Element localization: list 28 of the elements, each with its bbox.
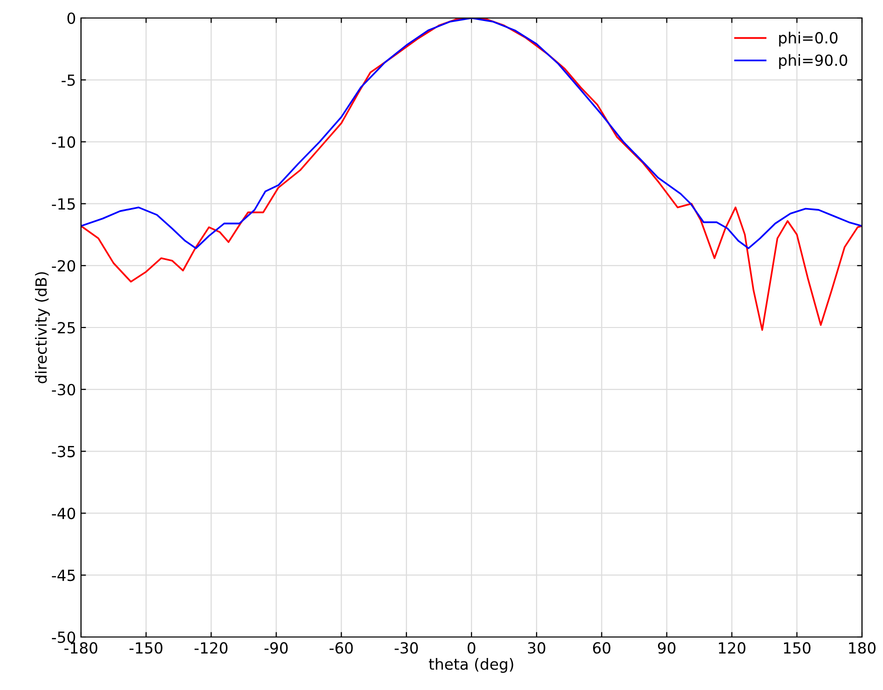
x-tick-label: -150	[129, 642, 162, 654]
x-tick-label: -120	[194, 642, 228, 654]
y-tick-label: -15	[52, 198, 75, 210]
x-axis-title: theta (deg)	[428, 658, 514, 673]
x-tick-label: 0	[468, 642, 476, 654]
x-tick-label: 90	[658, 642, 676, 654]
y-tick-label: -40	[52, 508, 76, 520]
x-tick-label: -60	[330, 642, 353, 654]
y-tick-label: -35	[52, 446, 75, 458]
y-tick-label: -20	[52, 260, 76, 272]
y-tick-label: -25	[52, 322, 75, 334]
legend-label: phi=0.0	[779, 32, 838, 47]
x-tick-label: 60	[593, 642, 610, 654]
y-tick-label: -45	[52, 570, 75, 582]
y-tick-label: -10	[52, 136, 76, 148]
y-tick-label: 0	[67, 12, 76, 24]
x-tick-label: -180	[64, 642, 98, 654]
x-tick-label: 30	[528, 642, 546, 654]
y-tick-label: -5	[62, 74, 75, 86]
y-tick-label: -50	[52, 631, 76, 644]
y-axis-title: directivity (dB)	[35, 272, 50, 384]
legend-label: phi=90.0	[779, 54, 848, 69]
x-tick-label: -30	[394, 642, 418, 654]
y-tick-label: -30	[52, 384, 76, 396]
x-tick-label: 180	[849, 642, 876, 654]
x-tick-label: 120	[718, 642, 746, 654]
x-tick-label: 150	[784, 642, 810, 654]
x-tick-label: -90	[264, 642, 288, 654]
